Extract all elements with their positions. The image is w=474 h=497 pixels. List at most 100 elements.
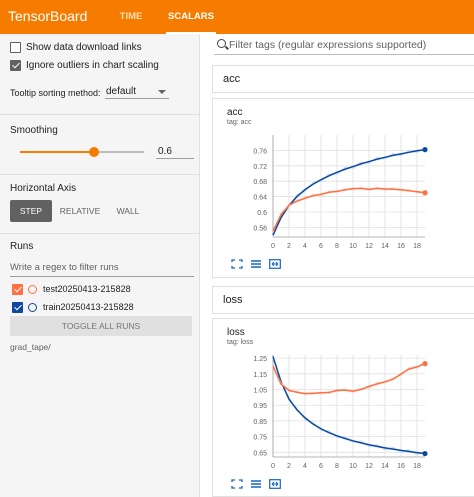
line-chart-acc[interactable]: 0.56 0.6 0.64 0.68 0.72 0.76 0 2 4 6 8 10 12 14 16 18 — [213, 99, 473, 259]
series-raw-line — [272, 147, 426, 238]
fullscreen-icon[interactable] — [231, 479, 243, 489]
x-tick-label: 2 — [287, 463, 291, 470]
tooltip-sorting-label: Tooltip sorting method: — [10, 88, 101, 98]
chart-tag-loss: tag: loss — [227, 339, 254, 346]
group-header-acc[interactable]: acc — [212, 65, 474, 93]
fit-domain-icon[interactable] — [269, 259, 281, 269]
series-line[interactable] — [272, 187, 426, 232]
x-tick-label: 4 — [303, 463, 307, 470]
series-end-point — [422, 450, 428, 457]
line-chart-loss[interactable]: 0.65 0.75 0.85 0.95 1.05 1.15 1.25 0 2 4 6 8 10 12 14 1… — [213, 319, 473, 479]
show-download-checkbox[interactable] — [10, 42, 21, 53]
chevron-down-icon[interactable] — [158, 90, 166, 94]
runs-label: Runs — [10, 241, 34, 252]
x-tick-label: 18 — [413, 243, 421, 250]
x-tick-label: 10 — [349, 463, 357, 470]
top-app-bar: TensorBoard TIME SERIES SCALARS — [0, 0, 474, 56]
divider — [0, 233, 200, 234]
horizontal-axis-label: Horizontal Axis — [10, 183, 77, 194]
ignore-outliers-checkbox[interactable] — [10, 60, 21, 71]
y-tick-label: 1.15 — [253, 372, 267, 379]
x-tick-label: 10 — [349, 243, 357, 250]
x-tick-label: 2 — [287, 243, 291, 250]
x-tick-label: 16 — [397, 463, 405, 470]
chart-card-acc: acc tag: acc 0.56 0.6 0.64 0.68 0.72 0.76 0 2 4 6… — [212, 98, 474, 278]
y-log-scale-icon[interactable] — [250, 479, 262, 489]
y-tick-label: 0.72 — [253, 164, 267, 171]
fit-domain-icon[interactable] — [269, 479, 281, 489]
axis-option-step[interactable]: STEP — [10, 200, 52, 222]
group-name-acc: acc — [223, 73, 241, 85]
x-tick-label: 6 — [319, 243, 323, 250]
y-tick-label: 0.56 — [253, 225, 267, 232]
divider — [0, 174, 200, 175]
x-tick-label: 8 — [335, 463, 339, 470]
run-checkbox-test[interactable] — [12, 284, 23, 295]
divider — [0, 114, 200, 115]
tooltip-sorting-select[interactable]: default — [106, 86, 137, 97]
smoothing-input-underline — [156, 158, 194, 159]
active-tab-indicator — [166, 32, 216, 34]
tab-time-series[interactable]: TIME SERIES — [114, 11, 149, 56]
x-tick-label: 0 — [271, 463, 275, 470]
y-tick-label: 0.76 — [253, 148, 267, 155]
y-tick-label: 0.65 — [253, 450, 267, 457]
x-tick-label: 4 — [303, 243, 307, 250]
y-tick-label: 1.05 — [253, 388, 267, 395]
tooltip-select-underline — [105, 98, 169, 99]
x-tick-label: 8 — [335, 243, 339, 250]
ignore-outliers-label: Ignore outliers in chart scaling — [26, 60, 159, 71]
log-dir-label: grad_tape/ — [10, 342, 51, 352]
y-tick-label: 1.25 — [253, 356, 267, 363]
smoothing-slider[interactable] — [20, 147, 144, 157]
y-log-scale-icon[interactable] — [250, 259, 262, 269]
chart-title-acc: acc — [227, 107, 243, 118]
chart-tag-acc: tag: acc — [227, 119, 252, 126]
tab-scalars-label: SCALARS — [168, 11, 214, 22]
fullscreen-icon[interactable] — [231, 259, 243, 269]
series-line[interactable] — [272, 356, 426, 455]
settings-sidebar: Show data download links Ignore outliers… — [0, 34, 200, 497]
smoothing-slider-thumb[interactable] — [89, 147, 100, 157]
run-name-train: train20250413-215828 — [43, 302, 134, 312]
run-name-test: test20250413-215828 — [43, 284, 131, 294]
x-tick-label: 16 — [397, 243, 405, 250]
runs-filter-input[interactable]: Write a regex to filter runs — [10, 262, 119, 273]
series-line[interactable] — [272, 362, 426, 395]
chart-card-loss: loss tag: loss 0.65 0.75 0.85 0.95 1.05 1.15 1… — [212, 318, 474, 497]
smoothing-slider-fill — [20, 151, 95, 153]
series-end-point — [422, 147, 428, 153]
axis-option-wall[interactable]: WALL — [116, 206, 140, 216]
chart-title-loss: loss — [227, 327, 245, 338]
x-tick-label: 14 — [381, 243, 389, 250]
x-tick-label: 6 — [319, 463, 323, 470]
series-end-point — [422, 190, 428, 196]
show-download-label: Show data download links — [26, 42, 142, 53]
x-tick-label: 0 — [271, 243, 275, 250]
filter-tags-underline — [214, 54, 474, 55]
y-tick-label: 0.85 — [253, 419, 267, 426]
group-header-loss[interactable]: loss — [212, 286, 474, 314]
y-tick-label: 0.6 — [257, 210, 267, 217]
series-end-point — [422, 361, 428, 367]
smoothing-value-input[interactable]: 0.6 — [158, 146, 172, 157]
x-tick-label: 18 — [413, 463, 421, 470]
series-line[interactable] — [272, 148, 426, 236]
y-tick-label: 0.75 — [253, 435, 267, 442]
tab-scalars[interactable]: SCALARS — [166, 0, 216, 34]
series-raw-line — [272, 186, 426, 233]
toggle-all-runs-button[interactable]: TOGGLE ALL RUNS — [10, 316, 192, 336]
x-tick-label: 12 — [365, 463, 373, 470]
run-checkbox-train[interactable] — [12, 302, 23, 313]
run-color-ring-test[interactable] — [28, 285, 37, 294]
run-color-ring-train[interactable] — [28, 303, 37, 312]
runs-filter-underline — [10, 276, 194, 277]
filter-tags-input[interactable]: Filter tags (regular expressions support… — [229, 39, 427, 51]
y-tick-label: 0.68 — [253, 179, 267, 186]
axis-option-relative[interactable]: RELATIVE — [59, 206, 101, 216]
x-tick-label: 12 — [365, 243, 373, 250]
y-tick-label: 0.95 — [253, 403, 267, 410]
brand-title: TensorBoard — [8, 8, 88, 24]
y-tick-label: 0.64 — [253, 195, 267, 202]
x-tick-label: 14 — [381, 463, 389, 470]
